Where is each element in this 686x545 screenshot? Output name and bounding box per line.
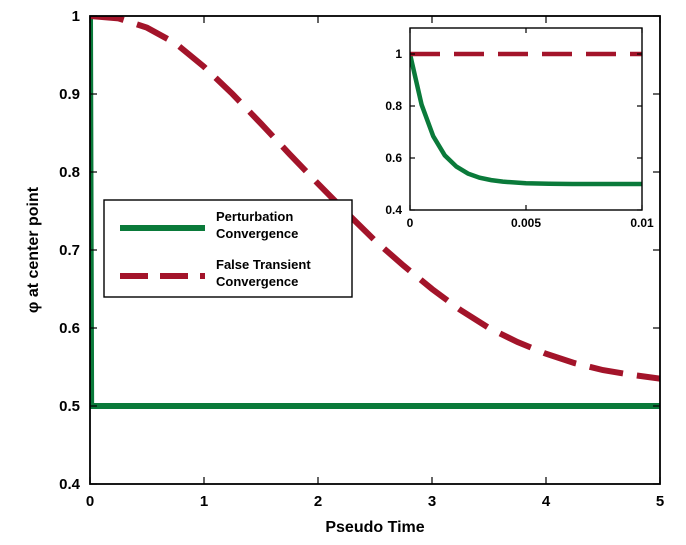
inset-xtick-label: 0.01 [630,216,654,230]
inset-ytick-label: 0.6 [385,151,402,165]
inset-ytick-label: 0.8 [385,99,402,113]
main-ytick-label: 0.6 [59,320,80,337]
main-series-false-transient [90,16,660,382]
main-xtick-label: 5 [656,493,664,510]
inset-xtick-label: 0.005 [511,216,541,230]
inset-plot: 0 0.005 0.01 0.4 0.6 0.8 1 [385,27,654,230]
main-plot: 0 1 2 3 4 5 0.4 0.5 0.6 0.7 0.8 0.9 1 Pseudo Time φ at… [25,8,664,536]
legend: Perturbation Convergence False Transient Co… [103,199,353,298]
inset-background [410,28,642,210]
main-ytick-label: 0.8 [59,164,80,181]
y-axis-label: φ at center point [25,186,42,313]
main-xtick-label: 4 [542,493,551,510]
x-axis-label: Pseudo Time [325,519,424,536]
main-xtick-label: 2 [314,493,322,510]
legend-label-line1: Perturbation [216,209,293,224]
main-xtick-label: 0 [86,493,94,510]
main-ytick-label: 0.7 [59,242,80,259]
main-ytick-label: 1 [72,8,80,25]
legend-label-line2: Convergence [216,274,298,289]
inset-ytick-label: 0.4 [385,203,402,217]
inset-series-group [410,51,642,187]
legend-box [103,199,353,298]
inset-series-perturbation [410,53,642,187]
inset-ytick-label: 1 [395,47,402,61]
main-ytick-label: 0.4 [59,476,81,493]
main-ytick-label: 0.5 [59,398,80,415]
inset-xtick-label: 0 [407,216,414,230]
main-ytick-label: 0.9 [59,86,80,103]
main-xtick-label: 3 [428,493,436,510]
legend-label-line2: Convergence [216,226,298,241]
main-xtick-label: 1 [200,493,208,510]
legend-label-line1: False Transient [216,257,311,272]
